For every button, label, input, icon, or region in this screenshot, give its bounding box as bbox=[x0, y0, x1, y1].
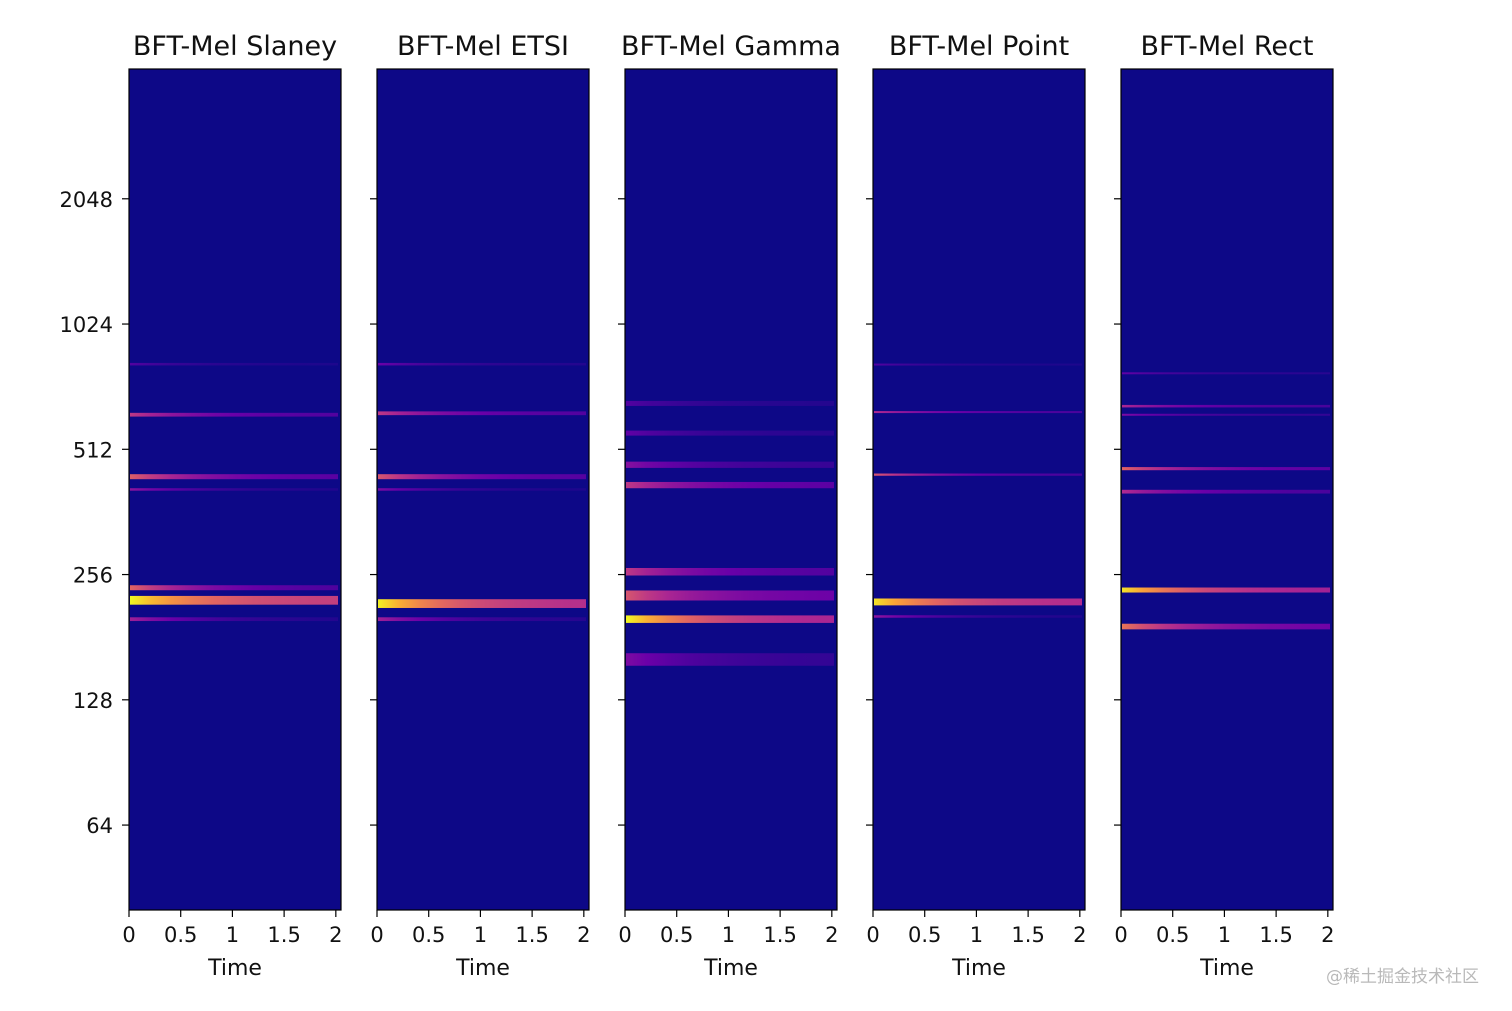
spectral-band bbox=[378, 411, 586, 416]
x-tick-label: 0.5 bbox=[1156, 923, 1189, 947]
spectral-band bbox=[130, 617, 338, 622]
x-axis-label: Time bbox=[207, 956, 262, 981]
x-tick-label: 2 bbox=[329, 923, 342, 947]
x-tick-label: 1.5 bbox=[515, 923, 548, 947]
spectral-band bbox=[130, 362, 338, 366]
spectral-band bbox=[626, 400, 834, 406]
panel-frame bbox=[1120, 68, 1334, 911]
spectral-band bbox=[874, 615, 1082, 618]
panel-frame bbox=[128, 68, 342, 911]
panel-background bbox=[1121, 69, 1333, 910]
y-tick-label: 1024 bbox=[60, 313, 113, 337]
spectral-band bbox=[130, 474, 338, 480]
spectral-band bbox=[626, 653, 834, 666]
spectral-band bbox=[874, 411, 1082, 414]
spectral-band bbox=[130, 585, 338, 591]
spectral-band bbox=[130, 488, 338, 491]
watermark: @稀土掘金技术社区 bbox=[1326, 967, 1479, 987]
x-tick-label: 1 bbox=[474, 923, 487, 947]
panel-background bbox=[625, 69, 837, 910]
spectral-band bbox=[378, 617, 586, 622]
spectral-band bbox=[626, 590, 834, 601]
spectral-band bbox=[1122, 413, 1330, 416]
x-tick-label: 1 bbox=[226, 923, 239, 947]
y-tick-label: 2048 bbox=[60, 188, 113, 212]
panel-frame bbox=[872, 68, 1086, 911]
x-tick-label: 2 bbox=[825, 923, 838, 947]
panel-3: BFT-Mel Gamma 0 0.5 1 1.5 2 Time bbox=[618, 31, 841, 981]
x-axis-label: Time bbox=[455, 956, 510, 981]
spectral-band bbox=[874, 598, 1082, 606]
panel-title: BFT-Mel Rect bbox=[1141, 31, 1314, 62]
y-tick-label: 128 bbox=[73, 689, 113, 713]
panel-frame bbox=[376, 68, 590, 911]
panel-title: BFT-Mel Gamma bbox=[621, 31, 841, 62]
spectral-band bbox=[626, 615, 834, 623]
panel-1: BFT-Mel Slaney 64 128 256 512 1024 2048 0 0.5 1 1.… bbox=[60, 31, 343, 981]
x-tick-label: 0 bbox=[122, 923, 135, 947]
panel-frame bbox=[624, 68, 838, 911]
x-tick-label: 0.5 bbox=[164, 923, 197, 947]
y-tick-label: 256 bbox=[73, 564, 113, 588]
spectral-band bbox=[1122, 587, 1330, 593]
spectral-band bbox=[1122, 372, 1330, 375]
x-tick-label: 0 bbox=[866, 923, 879, 947]
x-tick-label: 1 bbox=[722, 923, 735, 947]
panel-2: BFT-Mel ETSI 0 0.5 1 1.5 2 Time bbox=[370, 31, 591, 981]
panel-title: BFT-Mel Slaney bbox=[133, 31, 337, 62]
spectral-band bbox=[626, 461, 834, 468]
panel-5: BFT-Mel Rect 0 0.5 1 1.5 2 Time bbox=[1114, 31, 1335, 981]
spectral-band bbox=[1122, 467, 1330, 471]
x-tick-label: 0.5 bbox=[908, 923, 941, 947]
x-axis-label: Time bbox=[1199, 956, 1254, 981]
spectral-band bbox=[378, 474, 586, 480]
x-tick-label: 2 bbox=[1321, 923, 1334, 947]
x-axis-label: Time bbox=[951, 956, 1006, 981]
x-tick-label: 2 bbox=[1073, 923, 1086, 947]
x-tick-label: 0.5 bbox=[660, 923, 693, 947]
spectral-band bbox=[1122, 623, 1330, 630]
spectral-band bbox=[626, 481, 834, 489]
panel-4: BFT-Mel Point 0 0.5 1 1.5 2 Time bbox=[866, 31, 1087, 981]
spectral-band bbox=[1122, 489, 1330, 494]
spectral-band bbox=[130, 595, 338, 605]
y-tick-label: 64 bbox=[86, 814, 113, 838]
x-axis-label: Time bbox=[703, 956, 758, 981]
x-tick-label: 1 bbox=[1218, 923, 1231, 947]
spectral-band bbox=[626, 430, 834, 436]
x-tick-label: 2 bbox=[577, 923, 590, 947]
panel-background bbox=[873, 69, 1085, 910]
x-tick-label: 0.5 bbox=[412, 923, 445, 947]
panel-title: BFT-Mel ETSI bbox=[397, 31, 569, 62]
y-tick-label: 512 bbox=[73, 438, 113, 462]
spectral-band bbox=[130, 412, 338, 417]
x-tick-label: 1.5 bbox=[1259, 923, 1292, 947]
spectral-band bbox=[378, 599, 586, 608]
x-tick-label: 1.5 bbox=[1011, 923, 1044, 947]
x-tick-label: 1 bbox=[970, 923, 983, 947]
spectral-band bbox=[874, 363, 1082, 366]
x-tick-label: 1.5 bbox=[267, 923, 300, 947]
x-tick-label: 0 bbox=[618, 923, 631, 947]
spectral-band bbox=[378, 362, 586, 366]
panel-title: BFT-Mel Point bbox=[889, 31, 1069, 62]
x-tick-label: 1.5 bbox=[763, 923, 796, 947]
spectral-band bbox=[626, 567, 834, 576]
spectral-band bbox=[874, 473, 1082, 476]
x-tick-label: 0 bbox=[1114, 923, 1127, 947]
spectral-band bbox=[1122, 404, 1330, 408]
x-tick-label: 0 bbox=[370, 923, 383, 947]
spectral-band bbox=[378, 488, 586, 491]
